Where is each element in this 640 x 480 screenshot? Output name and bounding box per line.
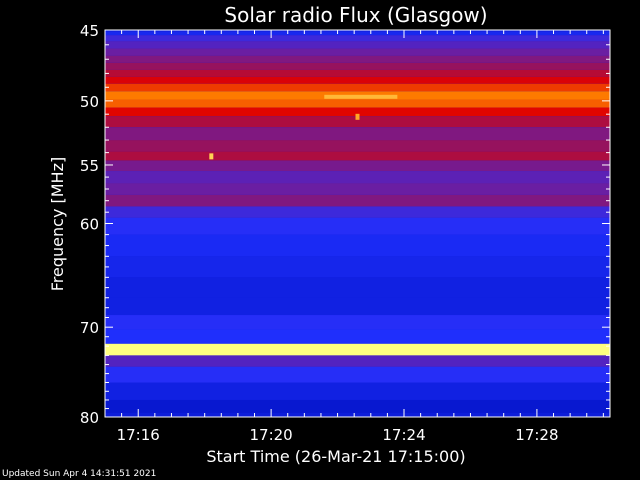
frequency-band [105,366,610,383]
frequency-band [105,99,610,108]
frequency-band [105,329,610,344]
frequency-band [105,234,610,257]
burst-point [355,113,360,120]
frequency-band [105,41,610,49]
frequency-band [105,399,610,413]
y-axis-label: Frequency [MHz] [48,157,67,291]
frequency-band [105,206,610,218]
y-tick-label: 55 [80,157,99,175]
x-tick-label: 17:28 [515,426,558,444]
frequency-band [105,343,610,356]
chart-title: Solar radio Flux (Glasgow) [224,3,487,27]
frequency-band [105,160,610,172]
frequency-band [105,62,610,70]
spectrogram-plot-area [105,30,610,417]
frequency-band [105,183,610,195]
footer-updated: Updated Sun Apr 4 14:31:51 2021 [2,469,157,479]
frequency-band [105,127,610,141]
frequency-band [105,83,610,92]
frequency-band [105,217,610,235]
frequency-band [105,171,610,184]
frequency-band [105,277,610,298]
y-tick-label: 70 [80,319,99,337]
y-tick-label: 80 [80,409,99,427]
frequency-band [105,69,610,77]
burst-point [209,153,214,160]
frequency-band [105,31,610,36]
frequency-band [105,48,610,56]
frequency-band [105,76,610,84]
axes: 45 50 55 60 70 80 17:16 17:20 17:24 17:28 [80,22,611,444]
y-tick-label: 50 [80,93,99,111]
x-tick-label: 17:24 [382,426,425,444]
frequency-band [105,107,610,117]
frequency-band [105,194,610,207]
y-tick-label: 45 [80,22,99,40]
x-tick-label: 17:16 [117,426,160,444]
frequency-band [105,55,610,63]
x-axis-label: Start Time (26-Mar-21 17:15:00) [206,447,465,466]
frequency-band [105,256,610,278]
frequency-band [105,297,610,316]
flux-enhancement [324,94,398,99]
x-tick-label: 17:20 [250,426,293,444]
frequency-band [105,382,610,400]
frequency-band [105,116,610,128]
frequency-band [105,315,610,330]
frequency-band [105,140,610,152]
y-tick-label: 60 [80,216,99,234]
frequency-band [105,151,610,161]
frequency-band [105,355,610,367]
frequency-band [105,35,610,42]
